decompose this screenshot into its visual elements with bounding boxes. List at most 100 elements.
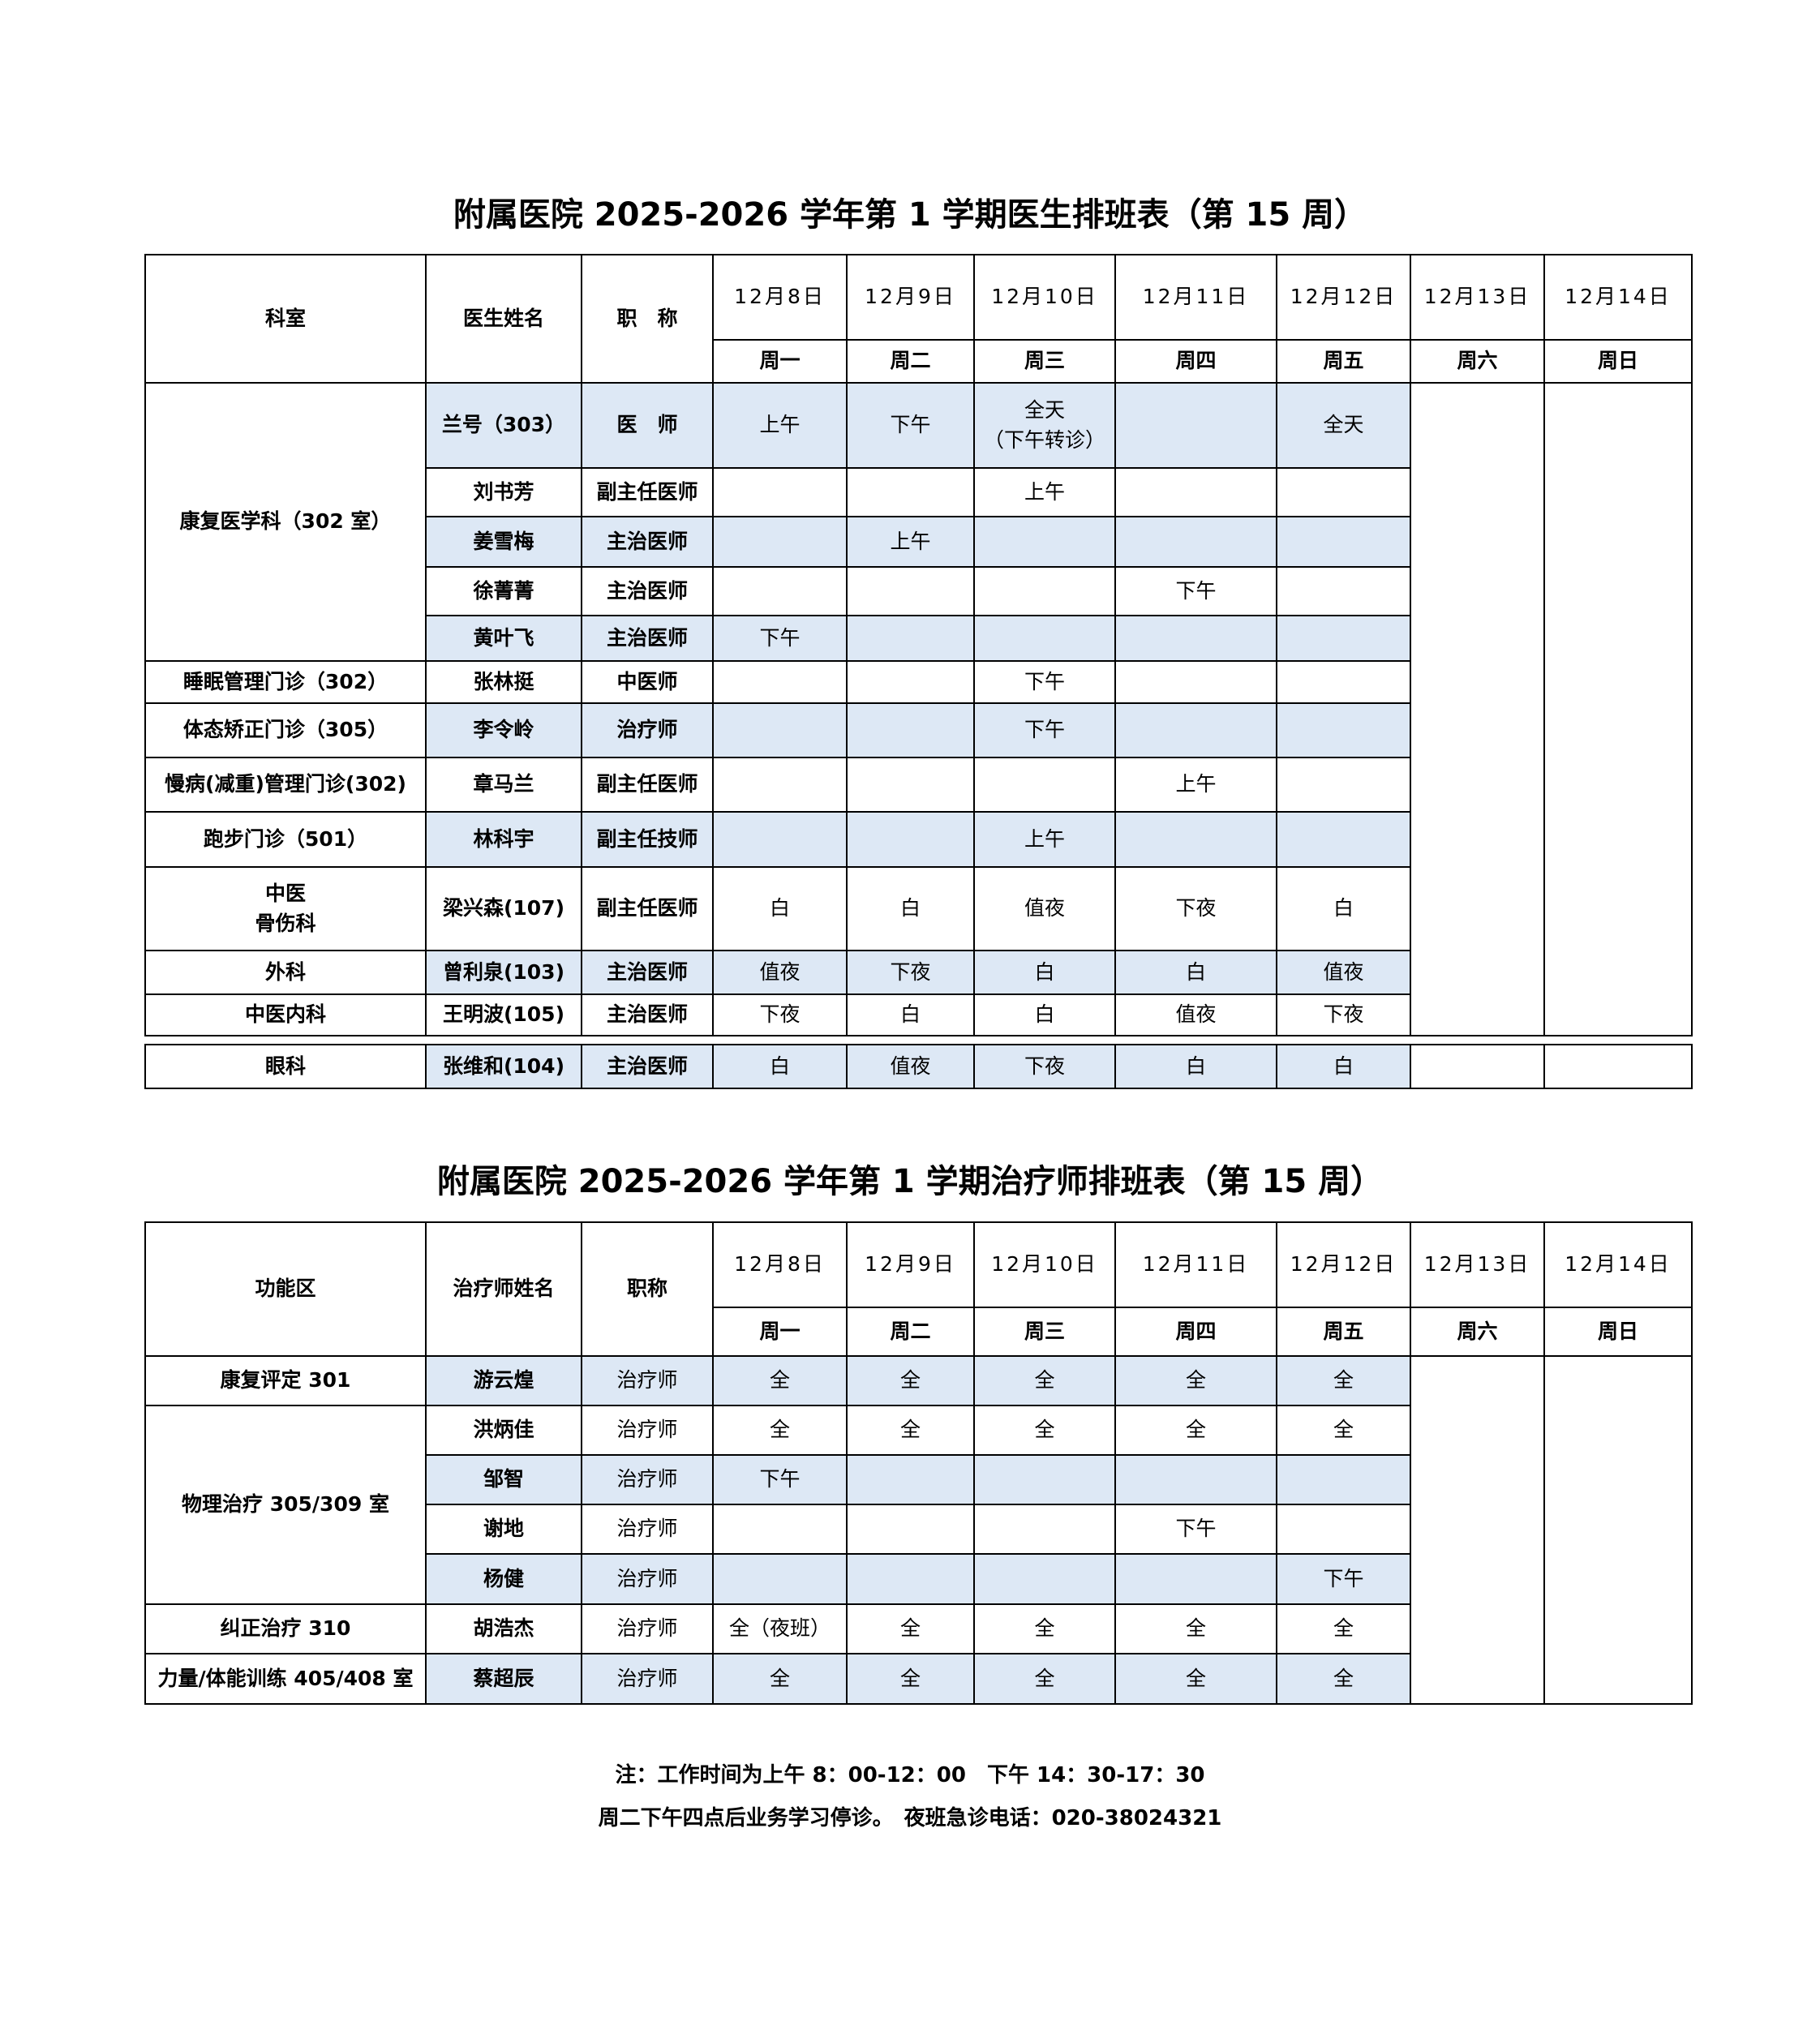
shift-cell [712, 1553, 848, 1605]
therapist-schedule-title: 附属医院 2025-2026 学年第 1 学期治疗师排班表（第 15 周） [436, 1163, 1384, 1200]
shift-cell: 全天 （下午转诊） [973, 382, 1116, 469]
shift-cell [846, 1553, 975, 1605]
name-cell: 曾利泉(103) [425, 950, 582, 995]
header-weekday: 周三 [973, 1307, 1116, 1357]
dept-cell: 外科 [144, 950, 427, 995]
shift-cell [1114, 811, 1277, 868]
shift-cell [712, 1504, 848, 1555]
shift-cell [846, 467, 975, 517]
shift-cell [712, 516, 848, 568]
shift-cell [1276, 757, 1411, 813]
shift-cell: 下夜 [712, 993, 848, 1036]
shift-cell [1114, 615, 1277, 662]
title-cell: 副主任医师 [581, 866, 714, 951]
title-cell: 主治医师 [581, 615, 714, 662]
shift-cell: 全 [712, 1355, 848, 1406]
shift-cell [712, 566, 848, 616]
shift-cell: 值夜 [846, 1044, 975, 1089]
header-date: 12月12日 [1276, 1221, 1411, 1308]
table-row: 康复评定 301 游云煌 治疗师全全全全全 [144, 1355, 1693, 1705]
shift-cell [1276, 467, 1411, 517]
shift-cell: 全 [712, 1405, 848, 1456]
name-cell: 洪炳佳 [425, 1405, 582, 1456]
title-cell: 副主任医师 [581, 757, 714, 813]
shift-cell: 上午 [973, 467, 1116, 517]
shift-cell: 全 [1276, 1355, 1411, 1406]
title-cell: 治疗师 [581, 1504, 714, 1555]
header-date: 12月11日 [1114, 254, 1277, 341]
shift-cell [973, 1553, 1116, 1605]
shift-cell: 下午 [1114, 566, 1277, 616]
shift-cell: 下午 [973, 702, 1116, 758]
therapist-schedule-table: 功能区 治疗师姓名 职称 12月8日 12月9日 12月10日 12月11日 12月12日 12… [144, 1221, 1693, 1705]
shift-cell: 白 [846, 993, 975, 1036]
header-date: 12月13日 [1410, 254, 1545, 341]
shift-cell: 全 [1276, 1653, 1411, 1705]
header-date: 12月10日 [973, 1221, 1116, 1308]
title-cell: 主治医师 [581, 516, 714, 568]
header-weekday: 周二 [846, 339, 975, 384]
header-title: 职 称 [581, 254, 714, 384]
header-date: 12月14日 [1543, 1221, 1693, 1308]
shift-cell [1543, 1044, 1693, 1089]
header-dept: 科室 [144, 254, 427, 384]
dept-cell: 中医内科 [144, 993, 427, 1036]
note-study-and-hotline: 周二下午四点后业务学习停诊。 夜班急诊电话：020-38024321 [598, 1806, 1222, 1830]
shift-cell [712, 811, 848, 868]
header-weekday: 周二 [846, 1307, 975, 1357]
shift-cell: 上午 [712, 382, 848, 469]
title-cell: 中医师 [581, 660, 714, 704]
dept-cell: 康复医学科（302 室） [144, 382, 427, 662]
shift-cell: 下夜 [1114, 866, 1277, 951]
sunday-cell [1543, 382, 1693, 1036]
header-name: 治疗师姓名 [425, 1221, 582, 1357]
shift-cell [973, 1504, 1116, 1555]
shift-cell: 值夜 [1114, 993, 1277, 1036]
name-cell: 邹智 [425, 1454, 582, 1505]
shift-cell: 全 [1276, 1405, 1411, 1456]
table-row: 中医内科 王明波(105) 主治医师 下夜白白值夜 下夜 [144, 993, 1692, 1036]
shift-cell: 全 [1114, 1405, 1277, 1456]
shift-cell [1276, 660, 1411, 704]
saturday-cell [1410, 382, 1545, 1036]
shift-cell: 白 [712, 1044, 848, 1089]
doctor-schedule-title: 附属医院 2025-2026 学年第 1 学期医生排班表（第 15 周） [453, 196, 1367, 234]
shift-cell: 下午 [1276, 1553, 1411, 1605]
name-cell: 张林挺 [425, 660, 582, 704]
shift-cell: 下午 [1114, 1504, 1277, 1555]
table-row: 力量/体能训练 405/408 室蔡超辰 治疗师全全全全全 [144, 1653, 1692, 1705]
shift-cell: 全 [1114, 1355, 1277, 1406]
shift-cell [1114, 660, 1277, 704]
shift-cell [1276, 516, 1411, 568]
dept-cell: 睡眠管理门诊（302） [144, 660, 427, 704]
shift-cell [973, 757, 1116, 813]
table-row: 徐菁菁 主治医师 下午 [145, 566, 1692, 616]
shift-cell: 白 [1276, 1044, 1411, 1089]
header-weekday: 周一 [712, 339, 848, 384]
shift-cell: 全 [973, 1603, 1116, 1654]
header-date: 12月12日 [1276, 254, 1411, 341]
name-cell: 王明波(105) [425, 993, 582, 1036]
shift-cell: 全 [973, 1355, 1116, 1406]
title-cell: 主治医师 [581, 1044, 714, 1089]
name-cell: 林科宇 [425, 811, 582, 868]
shift-cell [846, 1504, 975, 1555]
table-row: 邹智 治疗师 下午 [145, 1454, 1692, 1505]
header-weekday: 周四 [1114, 339, 1277, 384]
table-row: 睡眠管理门诊（302） 张林挺 中医师 下午 [144, 660, 1692, 704]
name-cell: 张维和(104) [425, 1044, 582, 1089]
note-working-hours: 注：工作时间为上午 8：00-12：00 下午 14：30-17：30 [615, 1763, 1205, 1787]
shift-cell: 值夜 [712, 950, 848, 995]
shift-cell [846, 757, 975, 813]
shift-cell [1114, 1454, 1277, 1505]
shift-cell: 全 [973, 1405, 1116, 1456]
saturday-cell [1410, 1355, 1545, 1705]
dept-cell: 体态矫正门诊（305） [144, 702, 427, 758]
header-weekday: 周日 [1543, 1307, 1693, 1357]
header-title: 职称 [581, 1221, 714, 1357]
shift-cell: 上午 [1114, 757, 1277, 813]
header-date: 12月9日 [846, 1221, 975, 1308]
header-weekday: 周四 [1114, 1307, 1277, 1357]
table-row: 中医 骨伤科 梁兴森(107) 副主任医师白白值夜 下夜白 [144, 866, 1692, 951]
table-row: 跑步门诊（501） 林科宇 副主任技师 上午 [144, 811, 1692, 868]
